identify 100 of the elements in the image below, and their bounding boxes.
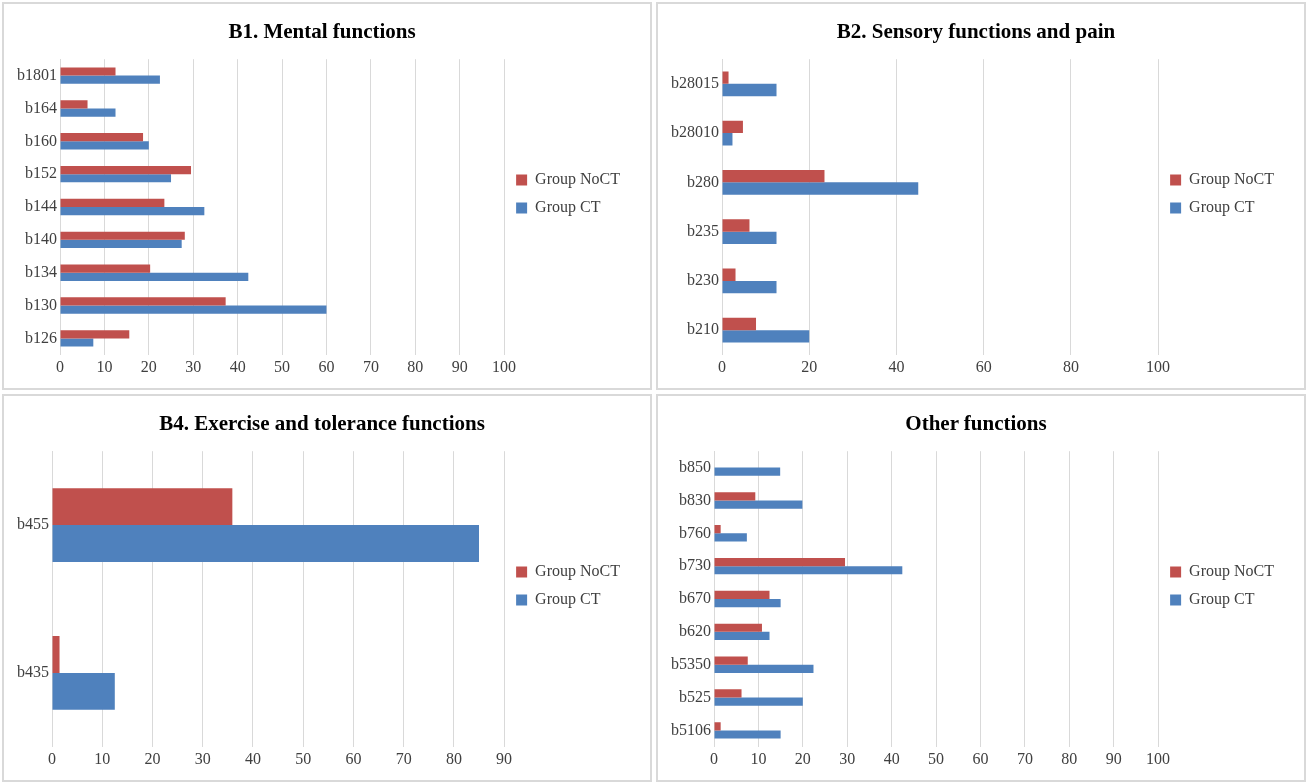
legend-label: Group NoCT bbox=[535, 562, 621, 581]
bar bbox=[60, 75, 160, 84]
x-tick-label: 90 bbox=[1105, 749, 1122, 767]
bar bbox=[714, 623, 762, 632]
legend-label: Group CT bbox=[1189, 590, 1255, 609]
bar bbox=[60, 231, 185, 240]
y-tick-label: b730 bbox=[679, 556, 711, 574]
bar bbox=[714, 664, 814, 673]
x-tick-label: 50 bbox=[274, 357, 291, 375]
bar bbox=[714, 689, 742, 698]
bar bbox=[714, 697, 803, 706]
x-tick-label: 70 bbox=[362, 357, 379, 375]
bar bbox=[714, 467, 781, 476]
y-tick-label: b235 bbox=[687, 221, 719, 239]
legend-label: Group NoCT bbox=[1189, 170, 1275, 189]
bar bbox=[714, 566, 903, 575]
y-tick-label: b620 bbox=[679, 622, 711, 640]
y-tick-label: b130 bbox=[25, 295, 57, 313]
x-tick-label: 0 bbox=[718, 357, 726, 375]
bar bbox=[722, 120, 743, 134]
bar bbox=[722, 317, 757, 331]
y-tick-label: b164 bbox=[25, 98, 57, 116]
bar bbox=[722, 71, 729, 84]
bar bbox=[60, 264, 151, 273]
x-tick-label: 90 bbox=[496, 749, 513, 767]
legend-label: Group NoCT bbox=[535, 170, 621, 189]
bar bbox=[722, 170, 825, 183]
bar bbox=[722, 219, 750, 232]
y-tick-label: b126 bbox=[25, 328, 57, 346]
bar bbox=[722, 280, 777, 294]
bar bbox=[60, 338, 94, 347]
x-tick-label: 50 bbox=[928, 749, 945, 767]
chart-title: Other functions bbox=[905, 411, 1047, 436]
y-tick-label: b760 bbox=[679, 523, 711, 541]
y-tick-label: b1801 bbox=[17, 65, 57, 83]
bar bbox=[714, 590, 770, 599]
bar bbox=[60, 133, 144, 142]
legend-label: Group NoCT bbox=[1189, 562, 1275, 581]
x-tick-label: 80 bbox=[1061, 749, 1078, 767]
x-tick-label: 20 bbox=[140, 357, 157, 375]
bar bbox=[60, 141, 149, 150]
x-tick-label: 0 bbox=[56, 357, 64, 375]
bar bbox=[52, 672, 115, 710]
x-tick-label: 40 bbox=[883, 749, 900, 767]
x-tick-label: 80 bbox=[1062, 357, 1079, 375]
x-tick-label: 40 bbox=[229, 357, 246, 375]
bar bbox=[722, 182, 919, 195]
x-tick-label: 40 bbox=[244, 749, 261, 767]
x-tick-label: 10 bbox=[750, 749, 767, 767]
x-tick-label: 80 bbox=[445, 749, 462, 767]
y-tick-label: b144 bbox=[25, 197, 57, 215]
y-tick-label: b5106 bbox=[671, 720, 711, 738]
y-tick-label: b28015 bbox=[671, 74, 719, 92]
bar bbox=[60, 272, 249, 281]
bar bbox=[714, 525, 721, 534]
y-tick-label: b525 bbox=[679, 687, 711, 705]
bar bbox=[722, 268, 736, 281]
y-tick-label: b455 bbox=[17, 515, 49, 533]
y-tick-label: b160 bbox=[25, 131, 57, 149]
x-tick-label: 70 bbox=[1016, 749, 1033, 767]
x-tick-label: 10 bbox=[96, 357, 113, 375]
bar bbox=[714, 557, 846, 567]
x-tick-label: 40 bbox=[888, 357, 905, 375]
y-tick-label: b140 bbox=[25, 230, 57, 248]
y-tick-label: b134 bbox=[25, 262, 57, 280]
y-tick-label: b830 bbox=[679, 490, 711, 508]
x-tick-label: 80 bbox=[407, 357, 424, 375]
bar bbox=[60, 330, 130, 339]
x-tick-label: 30 bbox=[185, 357, 202, 375]
legend-label: Group CT bbox=[535, 590, 601, 609]
legend-label: Group CT bbox=[535, 198, 601, 217]
bar bbox=[60, 198, 165, 207]
y-tick-label: b280 bbox=[687, 172, 719, 190]
x-tick-label: 20 bbox=[801, 357, 818, 375]
bar bbox=[714, 722, 721, 731]
x-tick-label: 20 bbox=[794, 749, 811, 767]
bar bbox=[60, 108, 116, 117]
x-tick-label: 90 bbox=[451, 357, 468, 375]
bar bbox=[714, 492, 756, 501]
bar bbox=[60, 297, 226, 306]
bar bbox=[722, 83, 777, 97]
bar bbox=[714, 631, 770, 641]
bar bbox=[60, 100, 88, 109]
bar bbox=[722, 330, 810, 343]
y-tick-label: b152 bbox=[25, 164, 57, 182]
bar bbox=[714, 533, 747, 542]
bar bbox=[60, 67, 116, 76]
bar bbox=[714, 730, 781, 739]
x-tick-label: 70 bbox=[395, 749, 412, 767]
x-tick-label: 60 bbox=[972, 749, 989, 767]
bar bbox=[714, 656, 748, 665]
x-tick-label: 0 bbox=[710, 749, 718, 767]
x-tick-label: 30 bbox=[194, 749, 211, 767]
bar bbox=[60, 165, 192, 175]
x-tick-label: 60 bbox=[345, 749, 362, 767]
x-tick-label: 100 bbox=[1146, 357, 1171, 375]
bar bbox=[722, 231, 777, 244]
bar bbox=[60, 207, 205, 216]
x-tick-label: 50 bbox=[295, 749, 312, 767]
y-tick-label: b435 bbox=[17, 663, 49, 681]
